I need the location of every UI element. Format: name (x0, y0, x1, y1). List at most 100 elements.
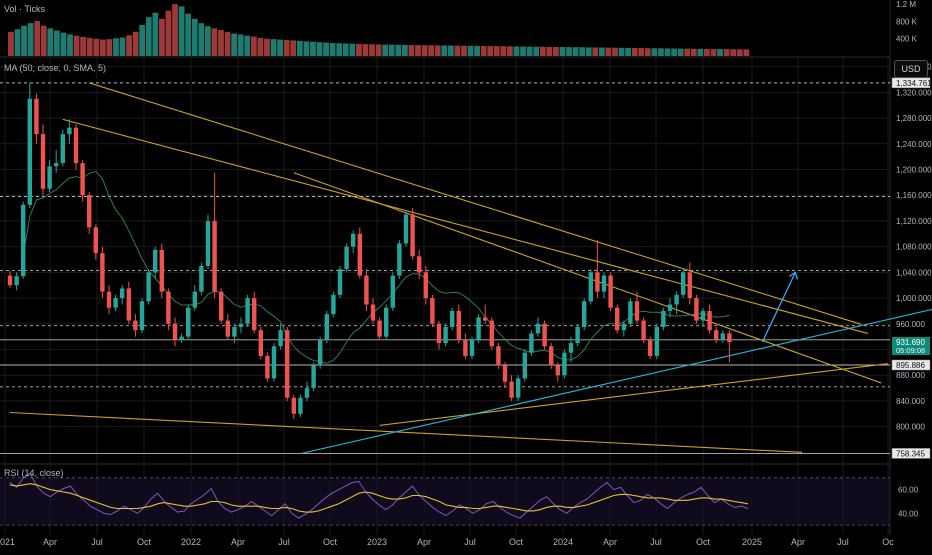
x-tick-label: 2024 (553, 537, 573, 547)
price-tick-label: 880.000 (896, 371, 925, 380)
price-marker-box (892, 336, 930, 355)
volume-bar (421, 45, 428, 56)
candle-body (687, 272, 692, 299)
volume-bar (395, 44, 402, 56)
volume-tick-label: 1.2 M (896, 0, 916, 9)
x-tick-label: Apr (43, 537, 57, 547)
volume-bar (415, 45, 421, 56)
volume-bar (644, 48, 651, 56)
volume-bar (132, 31, 139, 56)
candle-body (357, 233, 362, 276)
volume-bar (704, 48, 710, 56)
x-tick-label: Jul (278, 537, 290, 547)
volume-bar (428, 45, 435, 56)
candle-body (727, 333, 732, 342)
candle-body (252, 298, 257, 331)
x-tick-label: Jul (91, 537, 103, 547)
x-tick-label: Oct (509, 537, 524, 547)
candle-body (331, 294, 336, 315)
candle-body (568, 343, 574, 353)
volume-bar (658, 48, 664, 56)
candle-body (159, 249, 164, 292)
x-tick-label: Apr (231, 537, 245, 547)
candle-body (238, 323, 244, 327)
volume-bar (612, 47, 618, 56)
candle-body (417, 256, 422, 273)
x-tick-label: 2022 (181, 537, 201, 547)
rsi-ma-line (9, 483, 749, 513)
x-tick-label: Apr (417, 537, 431, 547)
rsi-band (0, 477, 890, 526)
candle-body (595, 272, 600, 292)
volume-pane (8, 4, 750, 57)
volume-bar (638, 48, 645, 56)
volume-bar (697, 48, 704, 56)
currency-button[interactable]: USD (894, 60, 928, 78)
volume-bar (296, 40, 303, 56)
volume-bar (145, 17, 152, 56)
candle-body (443, 327, 448, 344)
candle-body (549, 346, 554, 366)
projection-arrow-shaft (761, 272, 796, 343)
candle-body (403, 214, 409, 244)
volume-bar (507, 46, 513, 56)
volume-bar (185, 13, 192, 56)
volume-bar (172, 4, 178, 56)
volume-bar (684, 48, 691, 56)
horizontal-levels (0, 82, 890, 454)
candle-body (502, 365, 508, 382)
candle-body (562, 352, 567, 376)
volume-bar (585, 47, 592, 56)
price-marker-label: 1,334.761 (896, 79, 932, 88)
candle-body (615, 307, 620, 331)
price-tick-label: 1,240.000 (896, 140, 932, 149)
volume-bar (631, 47, 638, 56)
candle-body (106, 291, 112, 308)
candle-body (674, 294, 679, 305)
price-tick-label: 1,120.000 (896, 217, 932, 226)
volume-bar (250, 36, 257, 56)
volume-bar (526, 46, 533, 56)
candle-body (285, 330, 290, 398)
volume-bar (178, 6, 185, 57)
volume-bar (211, 28, 218, 56)
volume-tick-label: 400 K (896, 35, 918, 44)
volume-label[interactable]: Vol · Ticks (4, 4, 46, 14)
ma-label[interactable]: MA (50, close, 0, SMA, 5) (4, 63, 107, 73)
x-tick-label: Jul (650, 537, 662, 547)
x-tick-label: Oct (696, 537, 711, 547)
volume-bar (598, 47, 605, 56)
volume-bar (264, 38, 270, 56)
volume-bar (283, 40, 290, 56)
candle-body (700, 310, 706, 321)
candle-body (720, 333, 725, 340)
price-marker-countdown: 05:09:08 (896, 346, 925, 355)
price-marker-label: 895.886 (896, 361, 925, 370)
volume-bar (204, 26, 211, 56)
volume-bar (27, 23, 34, 56)
volume-bar (113, 38, 119, 56)
volume-bar (664, 48, 671, 56)
rsi-label[interactable]: RSI (14, close) (4, 468, 64, 478)
trendlines (9, 82, 932, 455)
x-tick-label: Oct (137, 537, 152, 547)
candle-body (324, 314, 329, 340)
candle-body (648, 339, 653, 356)
x-tick-label: Apr (603, 537, 617, 547)
volume-bar (73, 35, 80, 56)
projection-arrow (761, 271, 799, 343)
volume-bar (336, 43, 343, 56)
candle-body (27, 98, 32, 205)
candle-body (337, 269, 343, 295)
volume-bar (461, 45, 467, 56)
candle-body (476, 317, 481, 340)
volume-bar (34, 21, 41, 56)
volume-bar (80, 36, 86, 56)
candle-body (351, 233, 356, 247)
volume-bar (480, 45, 487, 56)
candle-body (542, 323, 547, 347)
rsi-pane (0, 472, 890, 526)
candle-body (205, 220, 211, 266)
